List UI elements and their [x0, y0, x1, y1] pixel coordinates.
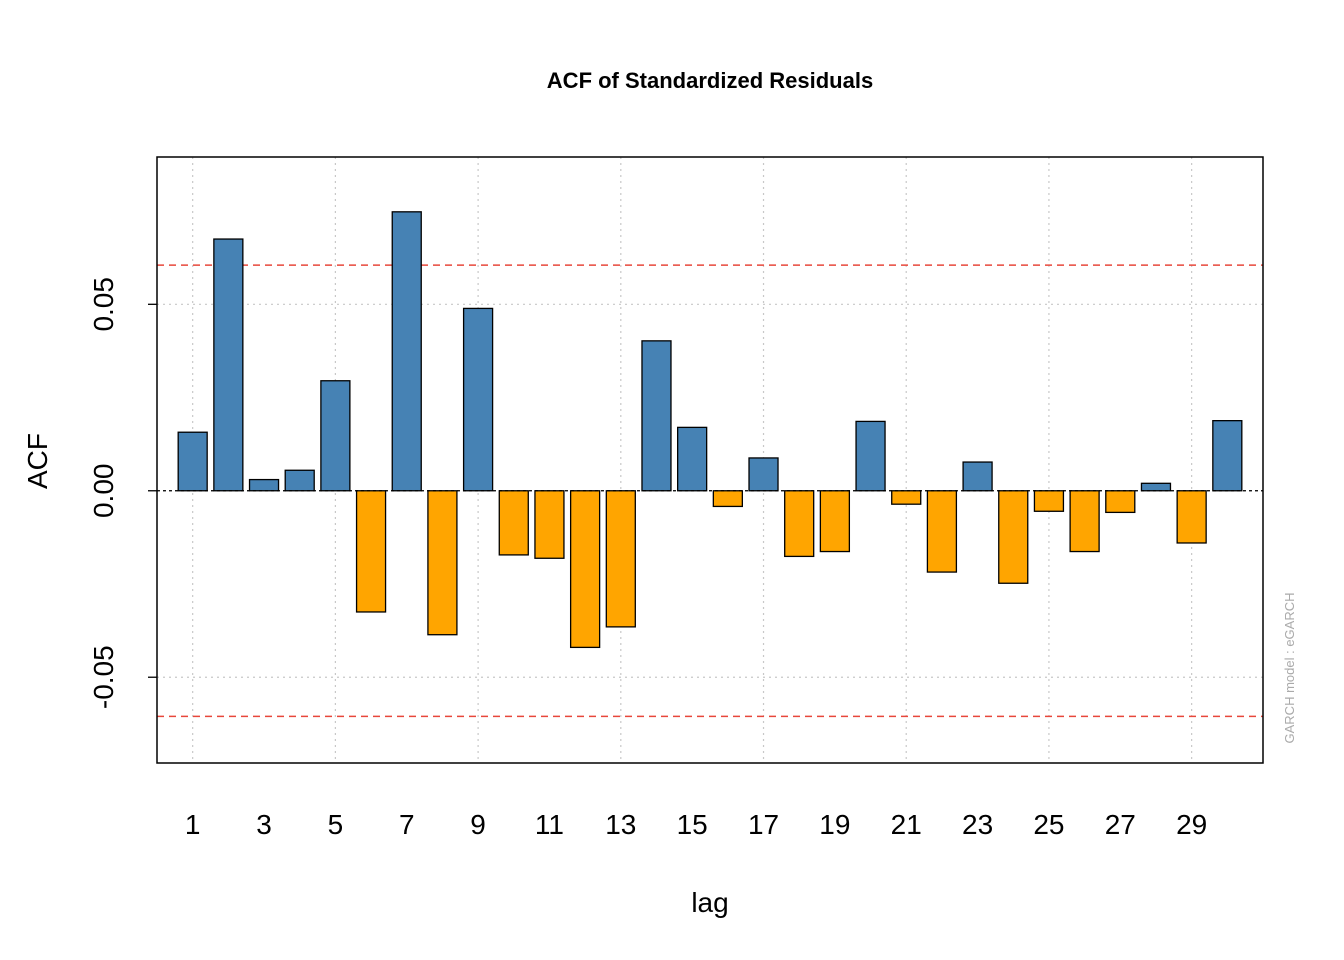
- x-tick-label: 3: [256, 809, 272, 840]
- x-tick-label: 13: [605, 809, 636, 840]
- acf-bar: [641, 340, 672, 492]
- confidence-band-layer: [157, 264, 1263, 718]
- model-footnote: GARCH model : eGARCH: [1282, 593, 1297, 744]
- x-tick-label: 23: [962, 809, 993, 840]
- x-tick-label: 17: [748, 809, 779, 840]
- acf-bar: [248, 478, 280, 492]
- x-tick-label: 29: [1176, 809, 1207, 840]
- x-tick-label: 11: [535, 809, 564, 840]
- acf-bar: [998, 490, 1029, 584]
- acf-bar: [462, 307, 494, 492]
- acf-bar: [926, 490, 958, 573]
- acf-bar: [1033, 490, 1065, 512]
- acf-bar: [891, 490, 922, 505]
- bar-layer: [177, 211, 1243, 649]
- acf-bar: [498, 490, 529, 556]
- plot-frame: [156, 156, 1264, 764]
- acf-bar: [1105, 490, 1136, 514]
- y-axis-label: ACF: [22, 433, 53, 489]
- chart-title: ACF of Standardized Residuals: [547, 68, 873, 93]
- x-tick-label: 25: [1033, 809, 1064, 840]
- acf-bar: [569, 490, 601, 649]
- x-tick-label: 27: [1105, 809, 1136, 840]
- y-tick-label: 0.00: [88, 464, 119, 518]
- acf-bar: [855, 420, 886, 492]
- acf-bar: [355, 490, 387, 613]
- acf-bar: [1140, 482, 1172, 492]
- x-tick-label: 7: [399, 809, 415, 840]
- x-tick-label: 9: [470, 809, 486, 840]
- acf-bar: [712, 490, 743, 508]
- x-tick-label: 19: [819, 809, 850, 840]
- acf-bar: [1212, 420, 1243, 492]
- acf-bar: [320, 380, 351, 492]
- acf-bar: [177, 431, 208, 492]
- acf-bar: [605, 490, 636, 628]
- acf-bar: [1069, 490, 1100, 553]
- acf-bar: [1176, 490, 1207, 544]
- x-tick-label: 5: [328, 809, 344, 840]
- x-tick-label: 15: [677, 809, 708, 840]
- acf-bar: [427, 490, 458, 636]
- axis-layer: 1 3 5 7 9 11 13 15 17 19 21 23 25 27 29-0.050.000.05: [88, 277, 1207, 840]
- acf-bar: [962, 461, 993, 492]
- acf-bar: [677, 426, 708, 492]
- acf-bar: [213, 238, 244, 492]
- x-tick-label: 1: [185, 809, 201, 840]
- acf-bar: [284, 469, 315, 492]
- acf-bar: [748, 457, 779, 492]
- acf-bar: [534, 490, 565, 559]
- acf-bar: [784, 490, 815, 558]
- acf-bar: [391, 211, 422, 492]
- y-tick-label: -0.05: [88, 645, 119, 709]
- x-tick-label: 21: [891, 809, 922, 840]
- x-axis-label: lag: [691, 887, 728, 918]
- y-tick-label: 0.05: [88, 277, 119, 332]
- acf-bar: [819, 490, 851, 553]
